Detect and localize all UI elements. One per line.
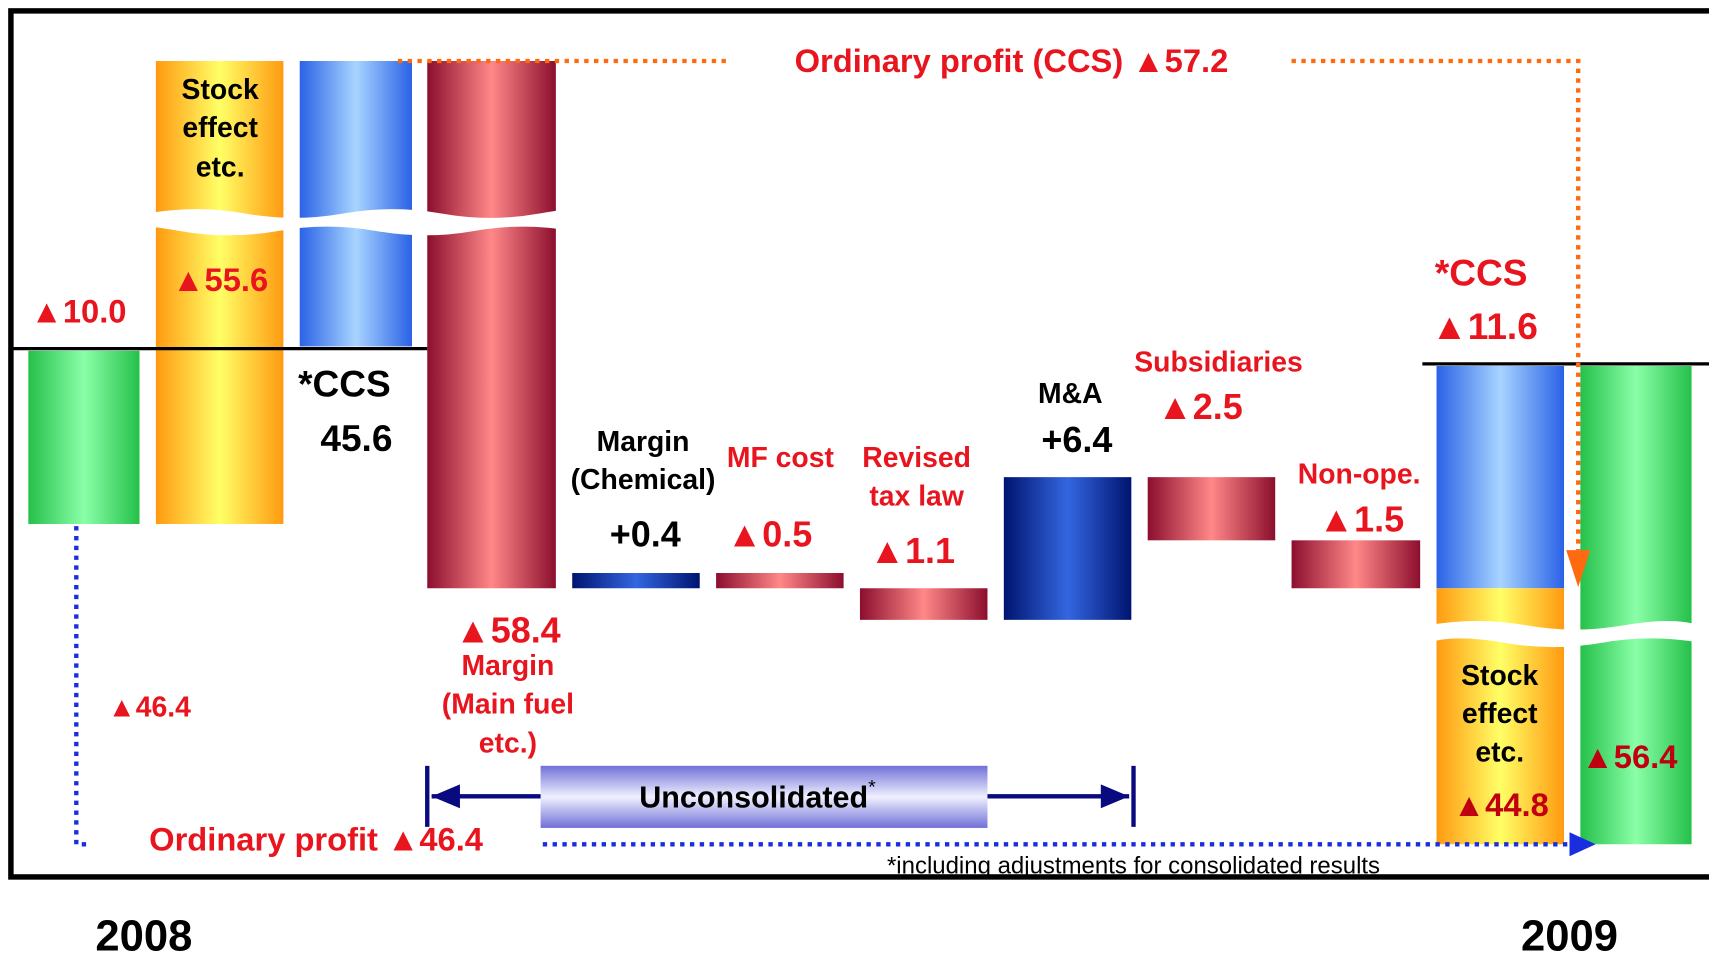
value-label: ▲58.4	[455, 609, 561, 650]
bar-label: tax law	[869, 480, 964, 512]
value-label: ▲2.5	[1157, 386, 1243, 427]
bar	[28, 350, 140, 524]
value-label: ▲0.5	[727, 514, 813, 555]
bars	[28, 61, 1692, 845]
frame	[8, 8, 1709, 880]
bar-label: Stock	[1461, 660, 1538, 692]
ccs-connector	[397, 58, 1581, 551]
year-label: 2008	[95, 913, 192, 961]
bar-label: Revised	[862, 442, 971, 474]
bar	[1436, 366, 1565, 589]
value-label: ▲56.4	[1581, 738, 1677, 775]
value-label: ▲1.1	[869, 530, 955, 571]
bar-label: etc.	[1475, 736, 1524, 768]
bar-label: Non-ope.	[1298, 459, 1421, 491]
profit-connector	[74, 526, 1570, 847]
bar-label: etc.	[196, 151, 245, 183]
bar-label: etc.)	[479, 728, 537, 760]
text: *	[868, 777, 876, 799]
bar-label: M&A	[1038, 378, 1103, 410]
axis-break	[143, 209, 577, 236]
bar-label: Margin	[461, 650, 554, 682]
arrowhead	[1566, 550, 1591, 588]
value-label: ▲44.8	[1453, 786, 1549, 823]
bar	[1147, 477, 1276, 541]
bar-label: (Main fuel	[442, 688, 574, 720]
value-label: ▲55.6	[172, 261, 268, 298]
bar	[1003, 477, 1132, 620]
bar	[1291, 540, 1421, 589]
bar-label: *CCS	[1435, 251, 1528, 293]
bottom-label: Ordinary profit ▲46.4	[149, 821, 483, 858]
bar	[1580, 366, 1692, 845]
diff-label: ▲46.4	[108, 692, 191, 724]
bar	[155, 61, 284, 524]
bar	[299, 61, 412, 347]
footnote: *including adjustments for consolidated …	[887, 852, 1380, 879]
bar	[859, 588, 988, 620]
value-label: 45.6	[320, 417, 392, 459]
unconsolidated-label: Unconsolidated*	[639, 777, 876, 815]
axis-break	[1427, 620, 1701, 648]
bar-label: effect	[182, 112, 258, 144]
text: Unconsolidated	[639, 781, 868, 815]
bar-label: Stock	[182, 74, 259, 106]
value-label: +0.4	[610, 514, 681, 555]
title: Ordinary profit (CCS) ▲57.2	[795, 42, 1229, 79]
value-label: +6.4	[1041, 419, 1112, 460]
bar-label: Margin	[597, 426, 690, 458]
bar-label: effect	[1462, 698, 1538, 730]
bar-label: Subsidiaries	[1134, 346, 1303, 378]
bar-label: (Chemical)	[571, 464, 716, 496]
bar-label: MF cost	[727, 442, 835, 474]
bar	[427, 61, 556, 589]
bar	[716, 573, 844, 589]
value-label: ▲10.0	[30, 292, 126, 329]
value-label: ▲11.6	[1431, 305, 1538, 347]
unconsolidated-box	[540, 765, 988, 828]
bar-label: *CCS	[298, 363, 391, 405]
value-label: ▲1.5	[1319, 498, 1405, 539]
year-label: 2009	[1521, 913, 1618, 961]
bar	[572, 573, 700, 589]
arrowhead	[1569, 832, 1596, 857]
